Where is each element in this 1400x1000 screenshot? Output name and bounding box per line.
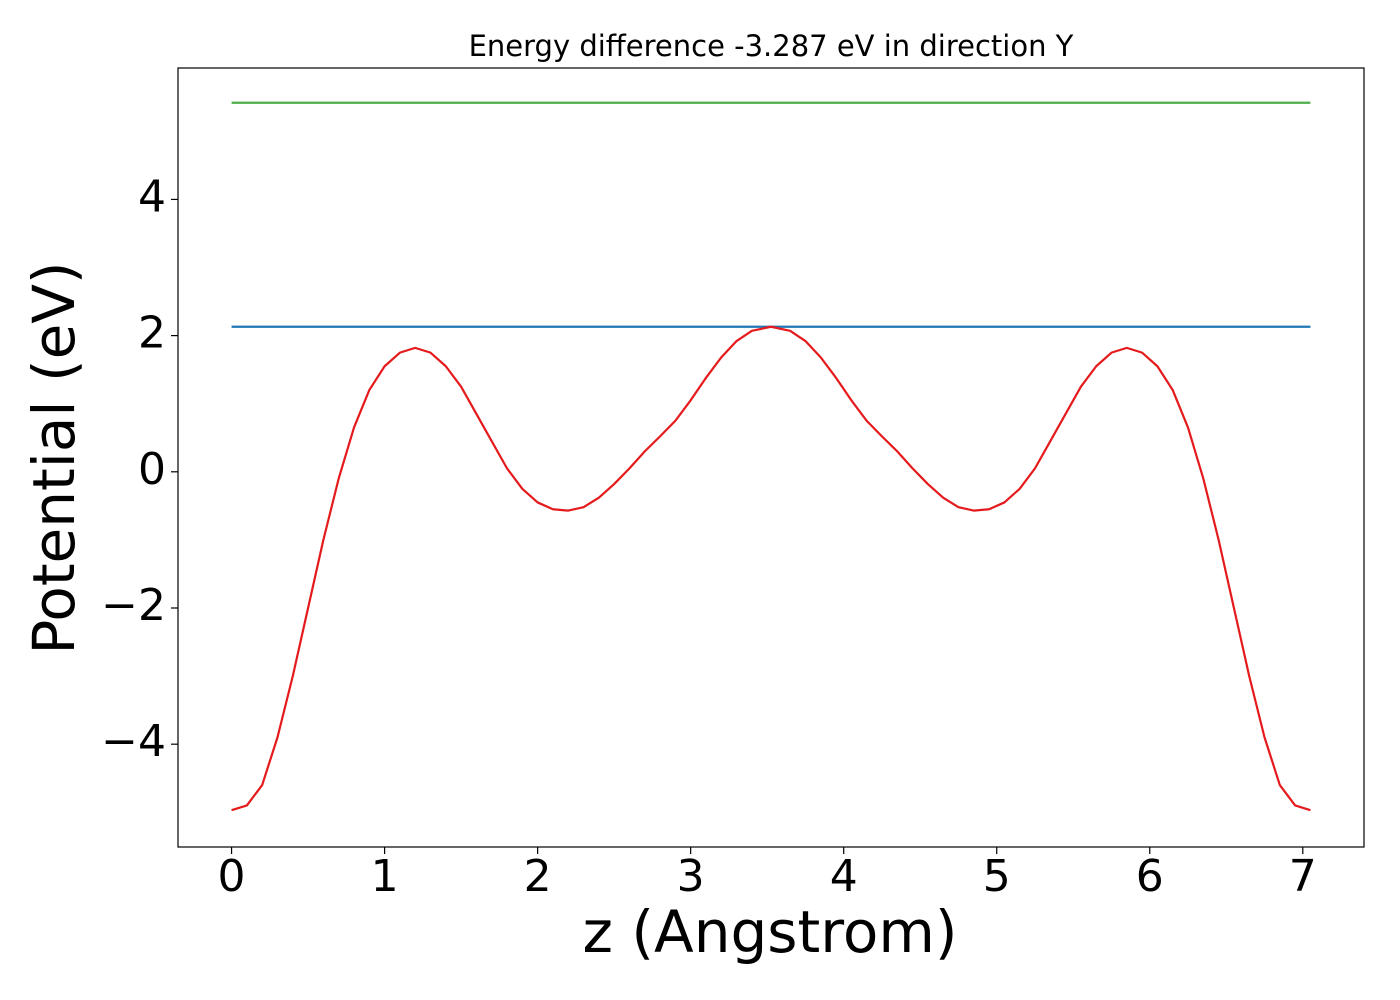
y-tick-label: −4 <box>101 716 166 767</box>
y-tick-label: 2 <box>138 308 166 359</box>
chart-title: Energy difference -3.287 eV in direction… <box>469 29 1074 63</box>
y-tick-label: 4 <box>138 171 166 222</box>
x-tick-label: 4 <box>830 851 858 902</box>
x-tick-label: 6 <box>1136 851 1164 902</box>
x-tick-label: 0 <box>218 851 246 902</box>
x-axis-label: z (Angstrom) <box>583 898 958 966</box>
x-tick-label: 5 <box>983 851 1011 902</box>
x-tick-label: 7 <box>1289 851 1317 902</box>
series-line <box>231 325 1311 812</box>
plot-frame <box>177 67 1365 848</box>
y-tick-label: 0 <box>138 444 166 495</box>
y-axis-label: Potential (eV) <box>20 261 88 654</box>
y-tick-label: −2 <box>101 580 166 631</box>
x-tick-label: 1 <box>371 851 399 902</box>
x-tick-label: 2 <box>524 851 552 902</box>
x-tick-label: 3 <box>677 851 705 902</box>
